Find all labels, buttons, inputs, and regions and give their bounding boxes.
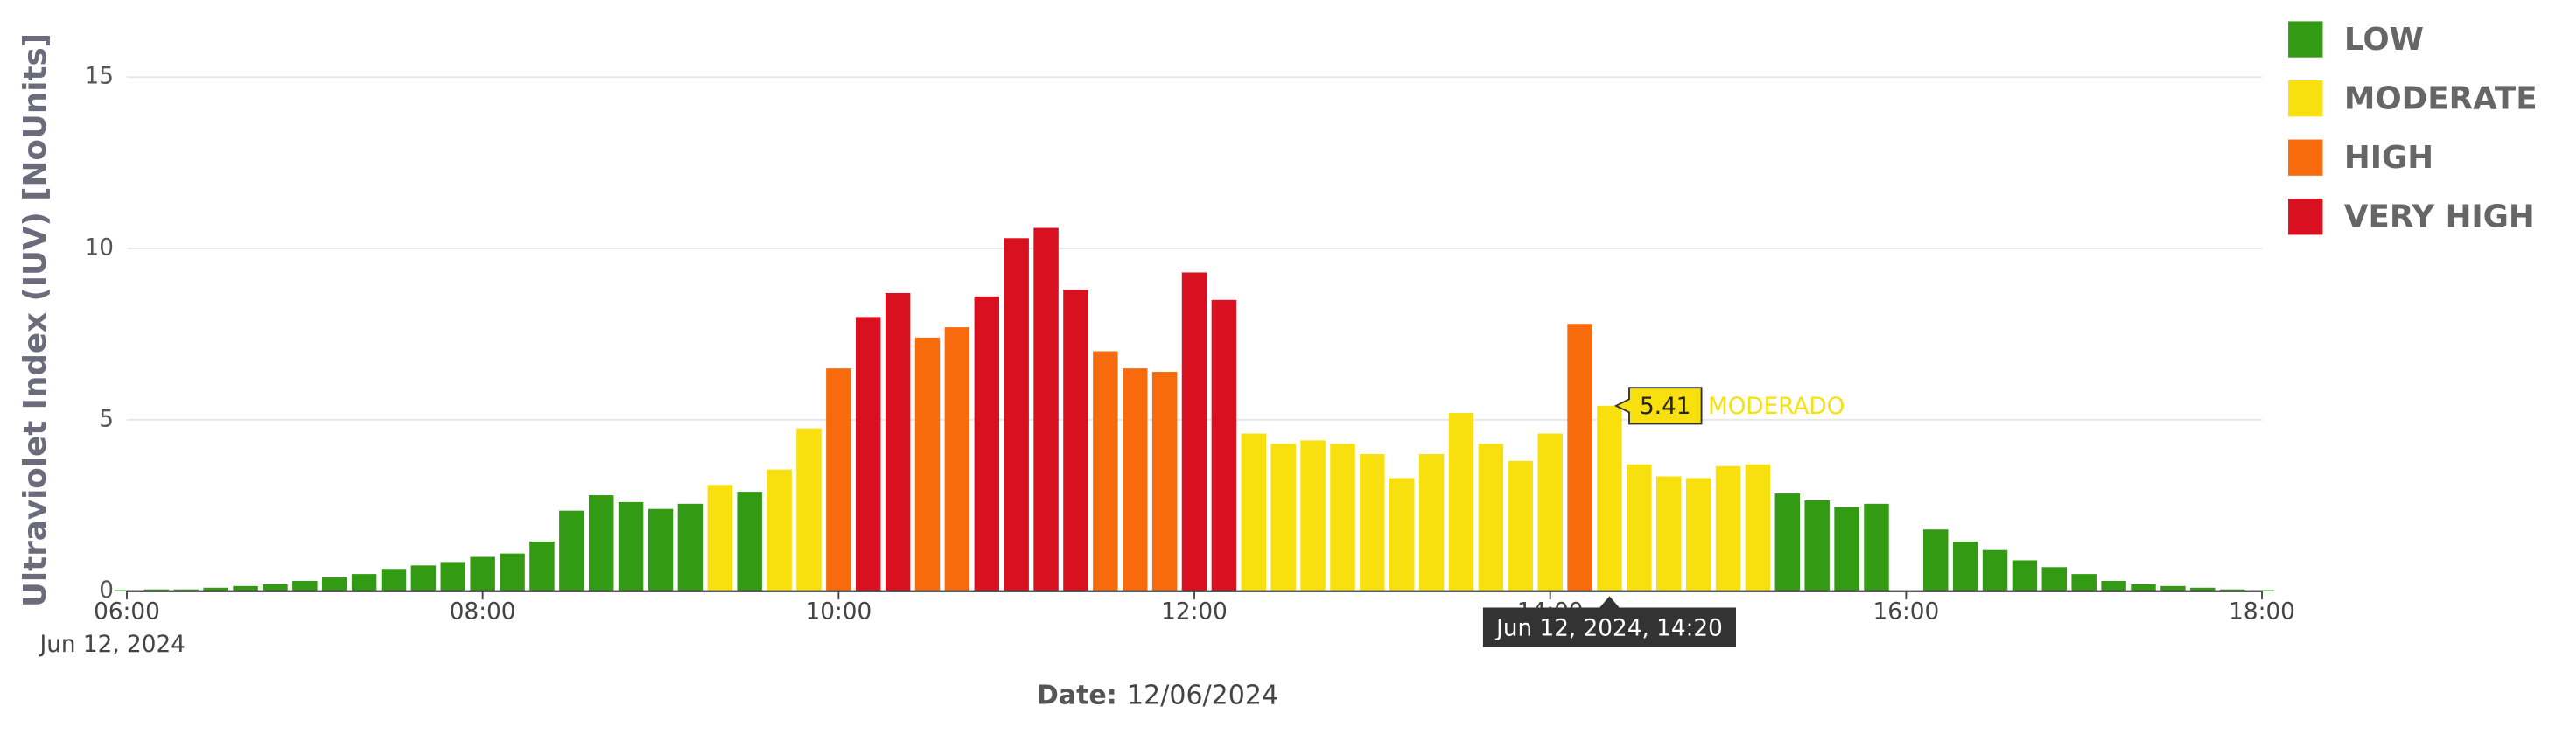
bar bbox=[648, 508, 674, 591]
tooltip-value: 5.41 bbox=[1640, 394, 1690, 420]
bar bbox=[351, 574, 377, 591]
bar bbox=[1864, 503, 1889, 591]
bar bbox=[1567, 324, 1592, 591]
bar bbox=[766, 469, 792, 591]
bar bbox=[1537, 433, 1563, 591]
bar bbox=[1745, 464, 1771, 591]
bar bbox=[826, 368, 851, 591]
bar bbox=[1952, 541, 1978, 591]
bar bbox=[529, 541, 555, 591]
bar bbox=[381, 569, 407, 591]
x-tick-label: 12:00 bbox=[1161, 599, 1228, 626]
x-axis-date: 12/06/2024 bbox=[1127, 680, 1278, 710]
bar bbox=[796, 428, 822, 591]
bar bbox=[618, 501, 644, 591]
bar bbox=[2041, 567, 2068, 591]
bar bbox=[1330, 444, 1355, 591]
bar bbox=[2012, 560, 2038, 591]
x-tick-label: 16:00 bbox=[1873, 599, 1940, 626]
x-tick-label: 06:00 bbox=[94, 599, 160, 626]
bar bbox=[1360, 454, 1385, 591]
y-tick-label: 10 bbox=[85, 235, 114, 262]
legend-swatch bbox=[2288, 199, 2323, 235]
bar bbox=[470, 556, 495, 591]
bar bbox=[885, 292, 911, 591]
x-date-label: Jun 12, 2024 bbox=[38, 632, 186, 658]
bar bbox=[203, 587, 228, 591]
legend-swatch bbox=[2288, 80, 2323, 117]
legend-label: VERY HIGH bbox=[2344, 199, 2535, 235]
bar bbox=[1241, 433, 1267, 591]
bar bbox=[2071, 574, 2096, 591]
bar bbox=[1063, 290, 1088, 591]
tooltip-value-box bbox=[1614, 387, 1703, 425]
bar bbox=[233, 585, 258, 591]
bar bbox=[2131, 584, 2156, 591]
bar bbox=[1123, 368, 1148, 591]
bar bbox=[1181, 272, 1208, 591]
y-tick-label: 0 bbox=[99, 577, 114, 604]
bar bbox=[1300, 440, 1326, 591]
bar bbox=[1033, 227, 1059, 591]
x-tick-label: 18:00 bbox=[2229, 599, 2295, 626]
bar bbox=[677, 503, 704, 591]
bar bbox=[1923, 529, 1949, 591]
legend-swatch bbox=[2288, 139, 2323, 176]
bar bbox=[1597, 405, 1622, 591]
bar bbox=[974, 296, 1000, 591]
bar bbox=[1478, 444, 1504, 591]
bar bbox=[262, 584, 288, 591]
x-axis-title: Date: bbox=[1037, 680, 1117, 710]
bar bbox=[1804, 500, 1830, 591]
x-tick-label: 08:00 bbox=[450, 599, 516, 626]
hover-label: Jun 12, 2024, 14:20 bbox=[1494, 615, 1723, 641]
x-tick-label: 10:00 bbox=[805, 599, 872, 626]
bar bbox=[1004, 238, 1029, 591]
bar bbox=[1211, 299, 1237, 591]
bar bbox=[737, 492, 762, 591]
bar bbox=[855, 317, 881, 591]
legend-label: LOW bbox=[2344, 22, 2424, 58]
bar bbox=[1418, 454, 1445, 591]
bar bbox=[914, 337, 941, 591]
bar bbox=[707, 485, 733, 591]
bar bbox=[1656, 476, 1682, 591]
legend-swatch bbox=[2288, 21, 2323, 58]
bar bbox=[321, 577, 347, 591]
hover-label-box bbox=[1482, 596, 1736, 647]
y-tick-label: 15 bbox=[85, 64, 114, 90]
bar bbox=[1834, 507, 1859, 591]
bar bbox=[1152, 372, 1178, 591]
bar bbox=[410, 565, 437, 591]
bar bbox=[1715, 465, 1741, 591]
bar bbox=[500, 553, 525, 591]
bar bbox=[1982, 549, 2008, 591]
bar bbox=[1390, 478, 1415, 591]
bar bbox=[1774, 493, 1801, 591]
bar bbox=[440, 562, 466, 591]
bar bbox=[1685, 478, 1712, 591]
y-tick-label: 5 bbox=[99, 406, 114, 432]
bar bbox=[1508, 460, 1534, 591]
bar bbox=[292, 580, 318, 591]
tooltip-category: MODERADO bbox=[1708, 394, 1844, 420]
bar bbox=[1627, 464, 1652, 591]
bar bbox=[1448, 413, 1474, 591]
bar bbox=[559, 510, 584, 591]
legend-label: MODERATE bbox=[2344, 80, 2538, 116]
bar bbox=[2190, 587, 2216, 591]
bar bbox=[2160, 585, 2186, 591]
bar bbox=[944, 327, 970, 591]
legend-label: HIGH bbox=[2344, 140, 2433, 176]
y-axis-title: Ultraviolet Index (IUV) [NoUnits] bbox=[18, 33, 53, 607]
bar bbox=[1270, 444, 1296, 591]
bar bbox=[588, 495, 614, 591]
bar bbox=[2101, 580, 2126, 591]
bar bbox=[1093, 351, 1118, 591]
